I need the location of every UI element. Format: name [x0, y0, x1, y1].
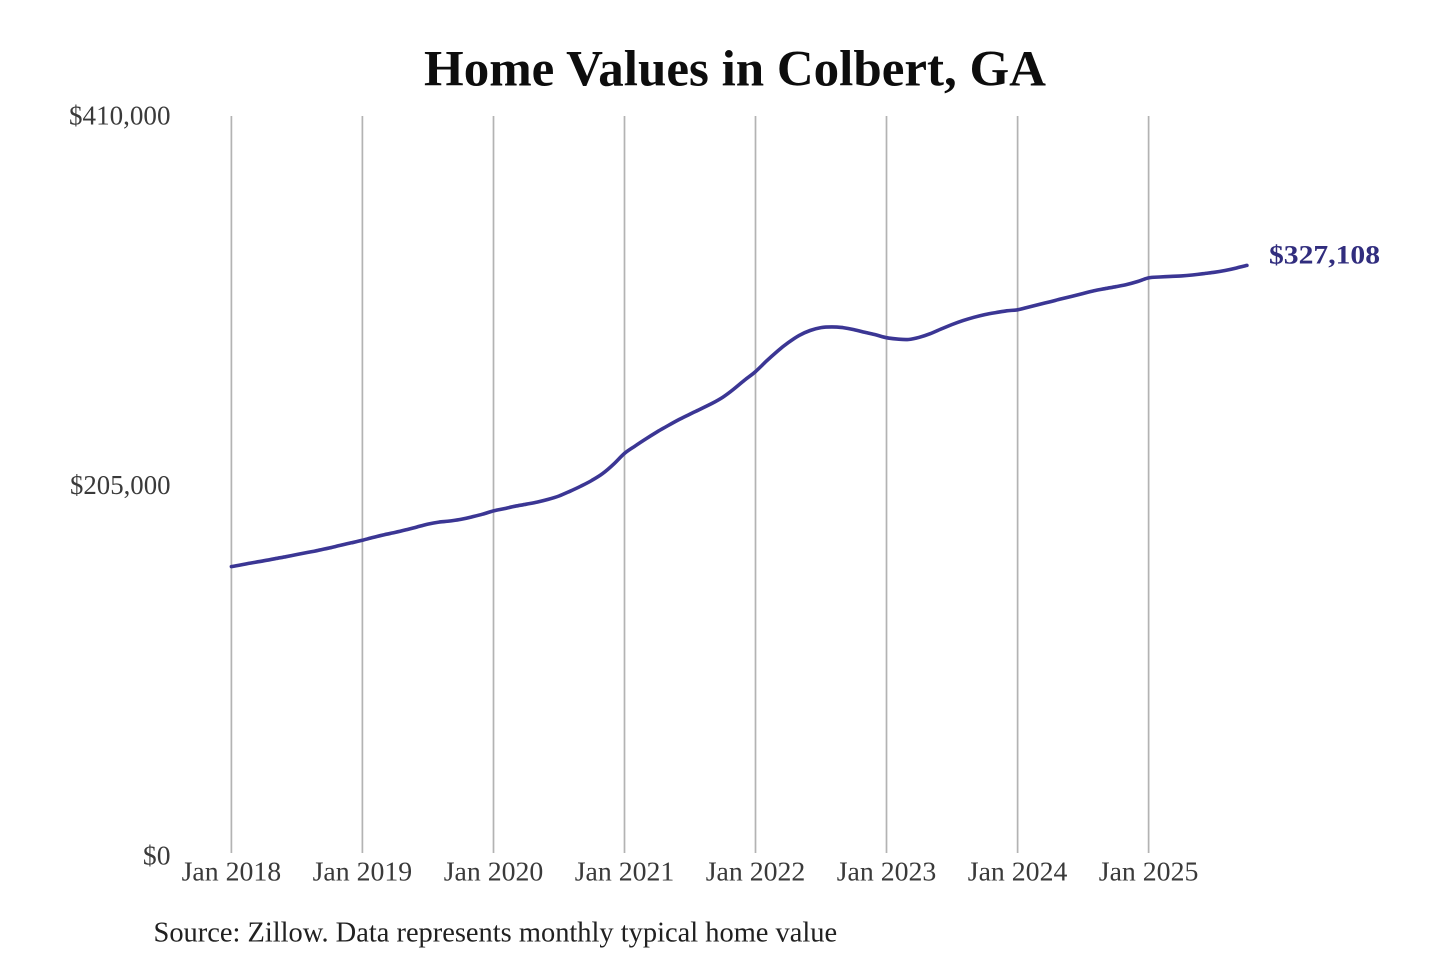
- svg-text:Jan 2021: Jan 2021: [575, 857, 675, 888]
- svg-text:Jan 2023: Jan 2023: [837, 857, 937, 888]
- svg-text:$410,000: $410,000: [69, 100, 171, 131]
- svg-text:Home Values in Colbert, GA: Home Values in Colbert, GA: [424, 42, 1046, 98]
- svg-text:$205,000: $205,000: [70, 469, 171, 500]
- svg-text:Source: Zillow. Data represent: Source: Zillow. Data represents monthly …: [154, 917, 838, 948]
- svg-text:$0: $0: [143, 840, 171, 871]
- svg-text:Jan 2018: Jan 2018: [182, 857, 282, 888]
- svg-text:Jan 2022: Jan 2022: [706, 857, 806, 888]
- svg-text:Jan 2020: Jan 2020: [444, 857, 544, 888]
- svg-text:$327,108: $327,108: [1269, 240, 1380, 270]
- svg-text:Jan 2019: Jan 2019: [313, 857, 413, 888]
- svg-text:Jan 2024: Jan 2024: [968, 857, 1068, 888]
- svg-text:Jan 2025: Jan 2025: [1099, 857, 1199, 888]
